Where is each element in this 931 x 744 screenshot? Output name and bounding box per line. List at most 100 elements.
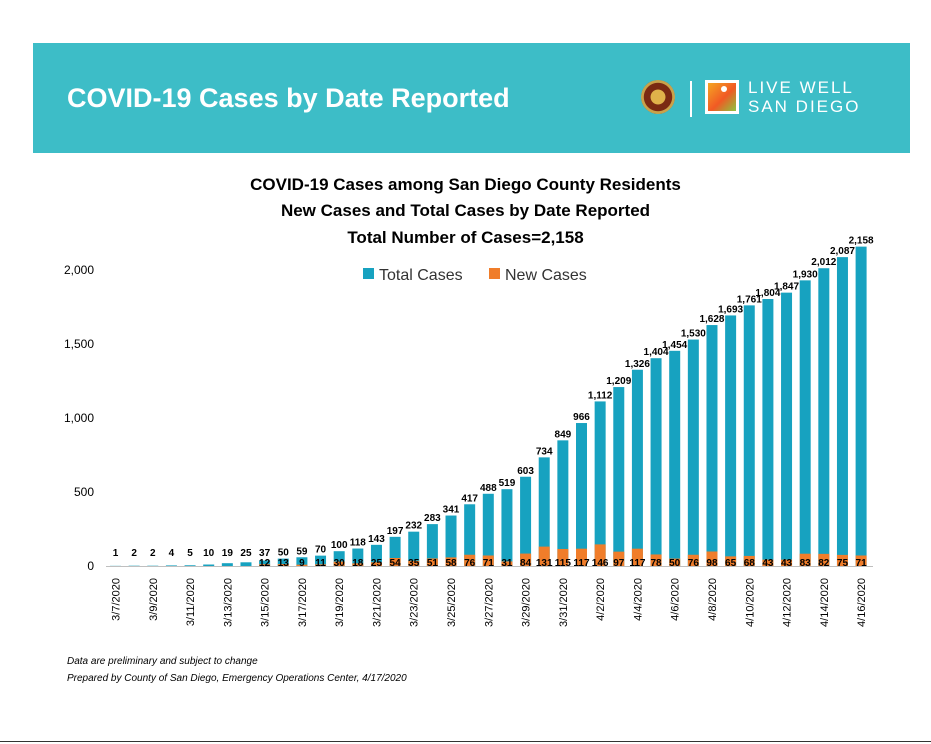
data-label-total-cases: 143 xyxy=(368,534,385,545)
logo-divider xyxy=(690,81,692,117)
data-label-new-cases: 84 xyxy=(520,558,532,569)
data-label-total-cases: 603 xyxy=(517,466,534,477)
data-label-total-cases: 1,693 xyxy=(718,304,743,315)
data-label-new-cases: 30 xyxy=(334,558,346,569)
data-label-total-cases: 1 xyxy=(113,548,119,559)
data-label-new-cases: 58 xyxy=(445,558,457,569)
x-tick-label: 3/17/2020 xyxy=(297,578,309,627)
bar-new-cases xyxy=(706,551,718,566)
y-tick-label: 1,500 xyxy=(64,337,94,351)
live-well-logo-icon xyxy=(705,80,739,114)
bar-total-cases xyxy=(408,531,420,566)
bar-new-cases xyxy=(389,558,401,566)
bar-total-cases xyxy=(296,557,308,566)
bar-new-cases xyxy=(836,554,848,566)
data-label-new-cases: 43 xyxy=(762,558,774,569)
bar-new-cases xyxy=(725,556,737,566)
legend-label-total: Total Cases xyxy=(379,267,463,284)
data-label-total-cases: 50 xyxy=(278,548,290,559)
data-label-new-cases: 25 xyxy=(371,558,383,569)
bar-new-cases xyxy=(613,551,625,566)
x-tick-label: 3/13/2020 xyxy=(222,578,234,627)
bar-total-cases xyxy=(482,493,494,566)
page-bottom-rule xyxy=(0,741,931,742)
data-label-total-cases: 341 xyxy=(443,505,460,516)
x-tick-label: 3/11/2020 xyxy=(185,578,197,626)
bar-total-cases xyxy=(352,548,364,566)
x-tick-label: 4/4/2020 xyxy=(632,578,644,621)
x-tick-label: 3/27/2020 xyxy=(483,578,495,627)
data-label-total-cases: 2,087 xyxy=(830,246,855,257)
bar-total-cases xyxy=(184,565,196,566)
bar-new-cases xyxy=(557,548,569,566)
data-label-total-cases: 1,804 xyxy=(755,288,780,299)
x-tick-label: 4/12/2020 xyxy=(782,578,794,627)
bar-total-cases xyxy=(389,536,401,566)
bar-total-cases xyxy=(576,423,587,566)
data-label-total-cases: 59 xyxy=(296,546,308,557)
x-tick-label: 4/2/2020 xyxy=(595,578,607,621)
bar-new-cases xyxy=(818,553,830,566)
data-label-total-cases: 283 xyxy=(424,513,441,524)
y-tick-label: 2,000 xyxy=(64,263,94,277)
bar-total-cases xyxy=(762,299,774,566)
bar-new-cases xyxy=(426,558,438,566)
data-label-new-cases: 11 xyxy=(315,558,326,569)
bar-total-cases xyxy=(501,489,513,566)
data-label-new-cases: 71 xyxy=(856,558,868,569)
data-label-total-cases: 1,930 xyxy=(793,269,818,280)
y-tick-label: 500 xyxy=(74,485,94,499)
bar-new-cases xyxy=(762,559,774,566)
bar-total-cases xyxy=(687,339,699,566)
chart-legend: Total Cases New Cases xyxy=(363,267,587,284)
data-label-new-cases: 50 xyxy=(669,558,681,569)
bar-new-cases xyxy=(501,561,513,566)
y-tick-label: 1,000 xyxy=(64,411,94,425)
bar-new-cases xyxy=(594,544,606,566)
data-label-new-cases: 9 xyxy=(299,558,305,569)
data-label-total-cases: 1,761 xyxy=(737,294,762,305)
data-label-total-cases: 37 xyxy=(259,548,271,559)
legend-label-new: New Cases xyxy=(505,267,587,284)
data-label-total-cases: 966 xyxy=(573,412,590,423)
bar-total-cases xyxy=(669,350,681,566)
x-tick-label: 3/23/2020 xyxy=(409,578,421,627)
bar-new-cases xyxy=(687,554,699,566)
bar-new-cases xyxy=(315,564,327,566)
bar-total-cases xyxy=(631,369,643,566)
chart-total: Total Number of Cases=2,158 xyxy=(347,228,584,247)
bar-total-cases xyxy=(818,268,830,566)
bar-total-cases xyxy=(538,457,550,566)
bar-total-cases xyxy=(464,504,476,566)
bar-total-cases xyxy=(557,440,569,566)
data-label-new-cases: 51 xyxy=(427,558,439,569)
bar-new-cases xyxy=(296,564,308,566)
bar-total-cases xyxy=(725,315,737,566)
bar-new-cases xyxy=(650,554,662,566)
bar-new-cases xyxy=(631,548,643,566)
data-label-new-cases: 115 xyxy=(555,558,572,569)
note-prepared-by: Prepared by County of San Diego, Emergen… xyxy=(67,673,407,684)
bar-new-cases xyxy=(333,561,345,566)
data-label-total-cases: 1,530 xyxy=(681,329,706,340)
logo-text-line1: LIVE WELL xyxy=(748,78,854,97)
x-tick-label: 4/16/2020 xyxy=(856,578,868,627)
data-label-total-cases: 19 xyxy=(222,548,234,559)
bar-total-cases xyxy=(836,257,848,566)
data-label-new-cases: 75 xyxy=(837,558,849,569)
bar-total-cases xyxy=(221,563,233,566)
bar-new-cases xyxy=(781,559,793,566)
live-well-logo-text: LIVE WELL SAN DIEGO xyxy=(748,78,860,116)
bar-new-cases xyxy=(482,555,494,566)
data-label-total-cases: 118 xyxy=(350,538,367,549)
bar-total-cases xyxy=(799,280,811,566)
data-label-new-cases: 54 xyxy=(390,558,402,569)
data-label-new-cases: 65 xyxy=(725,558,737,569)
bar-new-cases xyxy=(370,562,382,566)
data-label-new-cases: 43 xyxy=(781,558,793,569)
data-label-new-cases: 146 xyxy=(592,558,609,569)
bar-total-cases xyxy=(650,358,662,566)
chart-subtitle: New Cases and Total Cases by Date Report… xyxy=(280,201,651,220)
data-label-total-cases: 4 xyxy=(169,548,175,559)
bar-new-cases xyxy=(538,546,550,566)
